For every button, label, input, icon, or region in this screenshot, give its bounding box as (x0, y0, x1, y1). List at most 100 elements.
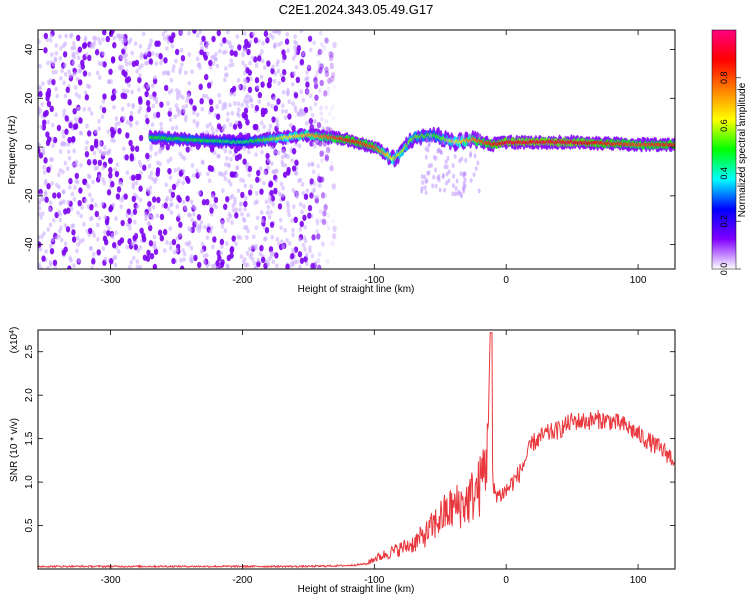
spectrogram-noise-blob (233, 50, 238, 57)
spectrogram-noise-blob (276, 150, 281, 156)
spectrogram-noise-blob (148, 94, 153, 100)
spectrogram-noise-blob (127, 217, 132, 224)
x-tick-label: 100 (630, 275, 647, 286)
spectrogram-noise-blob (314, 260, 318, 266)
spectrogram-noise-blob (200, 241, 205, 247)
spectrogram-noise-blob (255, 215, 260, 221)
figure-title: C2E1.2024.343.05.49.G17 (279, 2, 434, 17)
spectrogram-noise-blob (76, 34, 81, 42)
spectrogram-noise-blob (90, 41, 95, 47)
spectrogram-noise-blob (112, 42, 117, 49)
spectrogram-noise-blob (231, 207, 236, 213)
spectrogram-noise-blob (246, 48, 251, 56)
spectrogram-noise-blob (237, 122, 243, 130)
spectrogram-x-label: Height of straight line (km) (298, 284, 415, 295)
spectrogram-noise-blob (324, 154, 329, 161)
spectrogram-noise-blob (324, 66, 329, 73)
spectrogram-noise-blob (97, 126, 102, 131)
spectrogram-noise-blob (110, 57, 116, 64)
spectrogram-noise-blob (130, 89, 134, 95)
spectrogram-noise-blob (109, 258, 114, 265)
spectrogram-noise-blob (215, 63, 220, 69)
spectrogram-tail-blob (423, 174, 427, 180)
spectrogram-noise-blob (297, 178, 301, 184)
spectrogram-noise-blob (108, 68, 113, 75)
spectrogram-noise-blob (321, 218, 327, 225)
spectrogram-noise-blob (166, 70, 171, 76)
spectrogram-noise-blob (76, 242, 80, 247)
spectrogram-noise-blob (117, 127, 122, 135)
spectrogram-noise-blob (48, 200, 53, 206)
spectrogram-tail-blob (477, 133, 481, 139)
spectrogram-noise-blob (198, 171, 202, 177)
spectrogram-noise-blob (237, 84, 242, 90)
spectrogram-noise-blob (38, 84, 42, 90)
spectrogram-noise-blob (259, 120, 264, 126)
spectrogram-noise-blob (59, 75, 63, 81)
spectrogram-noise-blob (225, 117, 230, 123)
spectrogram-noise-blob (309, 140, 314, 147)
spectrogram-tail-blob (447, 178, 451, 184)
spectrogram-noise-blob (286, 87, 290, 93)
spectrogram-noise-blob (253, 266, 258, 269)
spectrogram-noise-blob (223, 49, 228, 55)
spectrogram-noise-blob (281, 89, 286, 95)
spectrogram-noise-blob (249, 76, 253, 82)
spectrogram-noise-blob (137, 159, 142, 165)
spectrogram-noise-blob (255, 191, 259, 196)
spectrogram-noise-blob (62, 108, 67, 114)
spectrogram-noise-blob (241, 259, 246, 265)
x-tick-label: 0 (503, 275, 509, 286)
spectrogram-noise-blob (133, 219, 137, 225)
spectrogram-tail-blob (445, 171, 449, 177)
spectrogram-noise-blob (180, 154, 185, 160)
spectrogram-noise-blob (38, 39, 41, 44)
spectrogram-noise-blob (279, 225, 284, 231)
spectrogram-noise-blob (149, 143, 154, 149)
spectrogram-noise-blob (115, 162, 120, 168)
spectrogram-noise-blob (229, 49, 234, 56)
spectrogram-noise-blob (236, 101, 241, 107)
spectrogram-noise-blob (85, 182, 89, 188)
spectrogram-noise-blob (92, 158, 98, 166)
spectrogram-noise-blob (71, 236, 77, 243)
spectrogram-noise-blob (286, 166, 291, 174)
spectrogram-noise-blob (301, 51, 305, 57)
spectrogram-noise-blob (292, 71, 296, 76)
spectrogram-tail-blob (443, 187, 447, 193)
x-tick-label: -100 (364, 575, 384, 586)
spectrogram-noise-blob (171, 183, 177, 191)
spectrogram-noise-blob (60, 142, 64, 148)
spectrogram-noise-blob (265, 152, 270, 160)
spectrogram-noise-blob (294, 159, 299, 166)
spectrogram-noise-blob (120, 219, 125, 227)
spectrogram-noise-blob (326, 91, 330, 96)
spectrogram-noise-blob (249, 251, 254, 257)
spectrogram-noise-blob (114, 216, 118, 221)
snr-series-line (38, 332, 675, 569)
spectrogram-tail-blob (458, 135, 462, 141)
spectrogram-noise-blob (179, 47, 184, 53)
spectrogram-noise-blob (63, 223, 68, 229)
spectrogram-noise-blob (200, 45, 204, 51)
spectrogram-noise-blob (281, 149, 286, 154)
spectrogram-noise-blob (324, 119, 329, 124)
spectrogram-noise-blob (38, 234, 41, 240)
spectrogram-noise-blob (273, 42, 277, 48)
spectrogram-noise-blob (166, 101, 170, 106)
spectrogram-noise-blob (312, 181, 317, 187)
spectrogram-noise-blob (312, 40, 316, 46)
spectrogram-noise-blob (213, 56, 218, 62)
spectrogram-noise-blob (165, 34, 170, 39)
spectrogram-noise-blob (109, 79, 113, 84)
spectrogram-noise-blob (220, 220, 225, 225)
spectrogram-noise-blob (153, 241, 157, 246)
spectrogram-noise-blob (305, 261, 309, 267)
spectrogram-noise-blob (99, 104, 104, 110)
spectrogram-noise-blob (299, 30, 304, 34)
spectrogram-noise-blob (209, 146, 215, 153)
spectrogram-noise-blob (274, 263, 279, 269)
spectrogram-noise-blob (321, 242, 326, 248)
spectrogram-noise-blob (328, 54, 334, 62)
spectrogram-noise-blob (223, 77, 227, 83)
